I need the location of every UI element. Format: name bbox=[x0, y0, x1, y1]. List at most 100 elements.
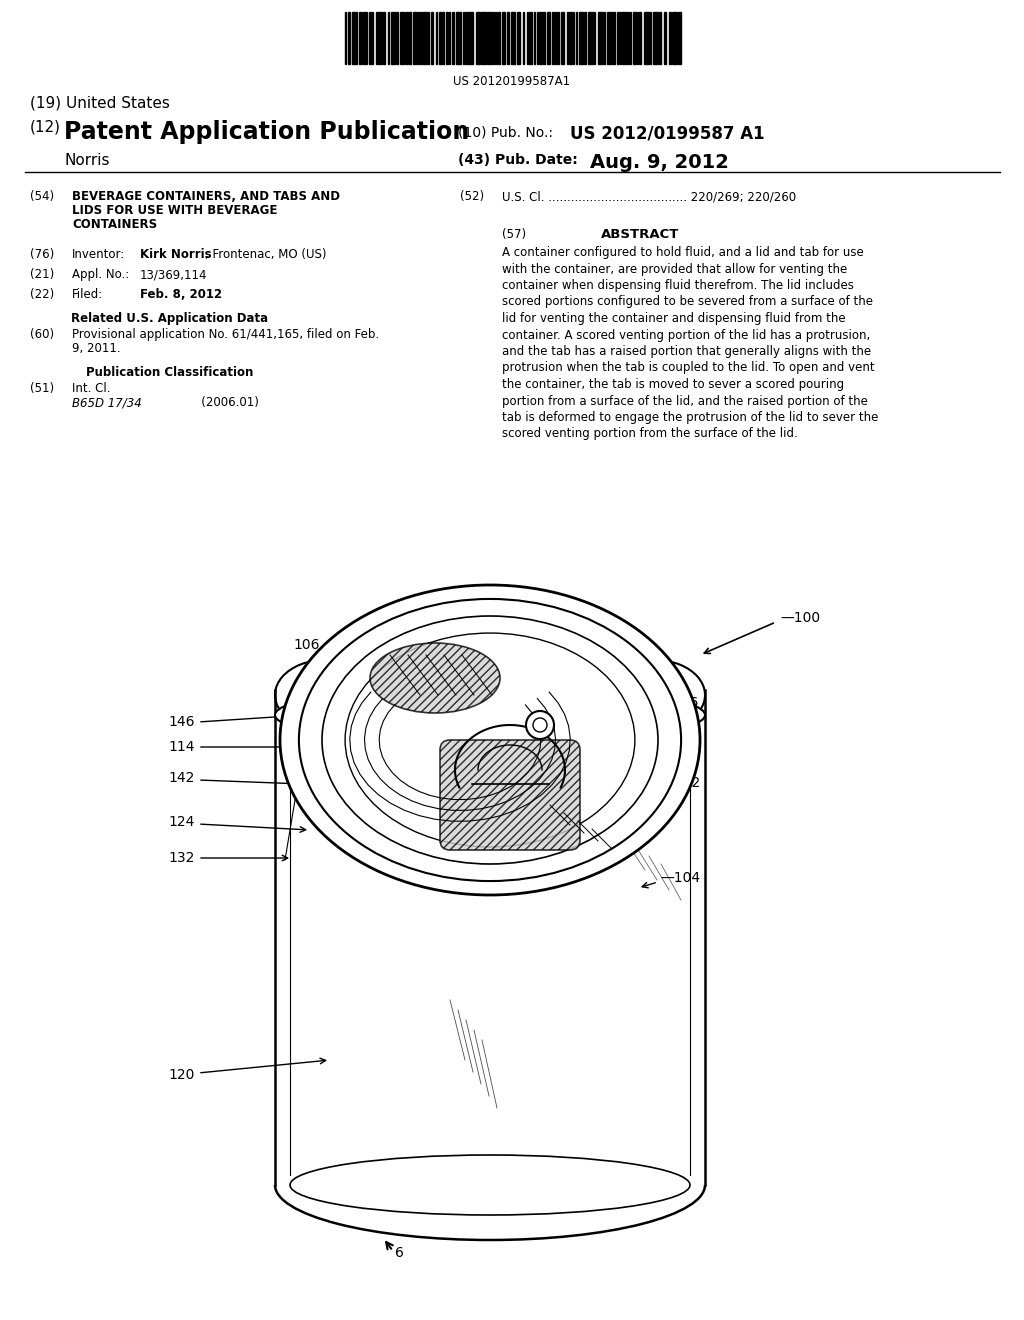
Text: (43) Pub. Date:: (43) Pub. Date: bbox=[458, 153, 578, 168]
Text: Kirk Norris: Kirk Norris bbox=[140, 248, 212, 261]
Bar bbox=[488, 12, 490, 63]
Bar bbox=[658, 12, 662, 63]
Bar bbox=[569, 12, 572, 63]
Text: —144: —144 bbox=[590, 667, 630, 680]
Bar bbox=[465, 12, 467, 63]
Text: Aug. 9, 2012: Aug. 9, 2012 bbox=[590, 153, 729, 172]
Bar bbox=[427, 12, 429, 63]
Bar bbox=[352, 12, 357, 63]
Bar bbox=[554, 12, 556, 63]
Bar bbox=[420, 12, 422, 63]
Bar bbox=[617, 12, 618, 63]
Text: Patent Application Publication: Patent Application Publication bbox=[63, 120, 469, 144]
Ellipse shape bbox=[280, 585, 700, 895]
Text: Inventor:: Inventor: bbox=[72, 248, 125, 261]
Bar bbox=[439, 12, 441, 63]
Text: —100: —100 bbox=[780, 611, 820, 624]
Text: 150: 150 bbox=[472, 656, 499, 671]
Bar bbox=[400, 12, 403, 63]
Bar bbox=[664, 12, 666, 63]
Bar bbox=[452, 12, 454, 63]
Text: BEVERAGE CONTAINERS, AND TABS AND: BEVERAGE CONTAINERS, AND TABS AND bbox=[72, 190, 340, 203]
Bar bbox=[417, 12, 419, 63]
Text: 106: 106 bbox=[294, 638, 319, 652]
Text: CONTAINERS: CONTAINERS bbox=[72, 218, 157, 231]
Bar bbox=[588, 12, 593, 63]
Bar bbox=[348, 12, 350, 63]
Text: (2006.01): (2006.01) bbox=[160, 396, 259, 409]
Bar bbox=[584, 12, 586, 63]
Ellipse shape bbox=[299, 599, 681, 880]
Bar bbox=[543, 12, 545, 63]
Text: Norris: Norris bbox=[63, 153, 110, 168]
Bar bbox=[498, 12, 500, 63]
Text: (19) United States: (19) United States bbox=[30, 95, 170, 110]
Bar bbox=[446, 12, 449, 63]
Bar bbox=[529, 12, 532, 63]
Text: US 2012/0199587 A1: US 2012/0199587 A1 bbox=[570, 125, 765, 143]
Bar bbox=[378, 12, 382, 63]
Bar bbox=[359, 12, 361, 63]
Text: 9, 2011.: 9, 2011. bbox=[72, 342, 121, 355]
Text: Feb. 8, 2012: Feb. 8, 2012 bbox=[140, 288, 222, 301]
Ellipse shape bbox=[370, 643, 500, 713]
Bar bbox=[598, 12, 602, 63]
Bar bbox=[511, 12, 515, 63]
Bar bbox=[507, 12, 509, 63]
Bar bbox=[633, 12, 636, 63]
Text: 13/369,114: 13/369,114 bbox=[140, 268, 208, 281]
Ellipse shape bbox=[285, 682, 695, 727]
Bar bbox=[431, 12, 433, 63]
Bar bbox=[396, 12, 398, 63]
Text: —116: —116 bbox=[658, 696, 698, 710]
Text: B65D 17/34: B65D 17/34 bbox=[72, 396, 141, 409]
Text: (21): (21) bbox=[30, 268, 54, 281]
Text: 142: 142 bbox=[169, 771, 195, 785]
Text: (51): (51) bbox=[30, 381, 54, 395]
Bar bbox=[423, 12, 426, 63]
Bar bbox=[456, 12, 461, 63]
Text: Related U.S. Application Data: Related U.S. Application Data bbox=[72, 312, 268, 325]
Circle shape bbox=[526, 711, 554, 739]
Bar bbox=[622, 12, 625, 63]
Text: (57): (57) bbox=[502, 228, 526, 242]
Text: 114: 114 bbox=[169, 741, 195, 754]
Text: ABSTRACT: ABSTRACT bbox=[601, 228, 679, 242]
Text: Provisional application No. 61/441,165, filed on Feb.: Provisional application No. 61/441,165, … bbox=[72, 327, 379, 341]
Text: —104: —104 bbox=[660, 871, 700, 884]
Bar bbox=[557, 12, 559, 63]
Bar bbox=[481, 12, 485, 63]
Bar bbox=[406, 12, 408, 63]
Bar bbox=[579, 12, 583, 63]
Bar bbox=[517, 12, 520, 63]
Text: Int. Cl.: Int. Cl. bbox=[72, 381, 111, 395]
Ellipse shape bbox=[345, 634, 635, 847]
Bar bbox=[468, 12, 473, 63]
Text: 6: 6 bbox=[443, 593, 452, 607]
Text: 132: 132 bbox=[169, 851, 195, 865]
Bar bbox=[603, 12, 605, 63]
Bar bbox=[476, 12, 480, 63]
Text: (12): (12) bbox=[30, 120, 61, 135]
Bar bbox=[644, 12, 649, 63]
Bar bbox=[502, 12, 505, 63]
Text: Filed:: Filed: bbox=[72, 288, 103, 301]
Text: , Frontenac, MO (US): , Frontenac, MO (US) bbox=[205, 248, 327, 261]
Text: 6: 6 bbox=[395, 1246, 403, 1261]
Circle shape bbox=[534, 718, 547, 733]
Text: —112: —112 bbox=[660, 776, 700, 789]
Bar bbox=[673, 12, 677, 63]
Text: LIDS FOR USE WITH BEVERAGE: LIDS FOR USE WITH BEVERAGE bbox=[72, 205, 278, 216]
Text: 120: 120 bbox=[169, 1068, 195, 1082]
Bar bbox=[409, 12, 411, 63]
Bar bbox=[678, 12, 681, 63]
Text: (52): (52) bbox=[460, 190, 484, 203]
Bar bbox=[413, 12, 416, 63]
Text: US 20120199587A1: US 20120199587A1 bbox=[454, 75, 570, 88]
Bar bbox=[561, 12, 564, 63]
Ellipse shape bbox=[290, 1155, 690, 1214]
Bar bbox=[369, 12, 371, 63]
Bar bbox=[383, 12, 385, 63]
Text: —122: —122 bbox=[660, 738, 700, 752]
Text: (54): (54) bbox=[30, 190, 54, 203]
